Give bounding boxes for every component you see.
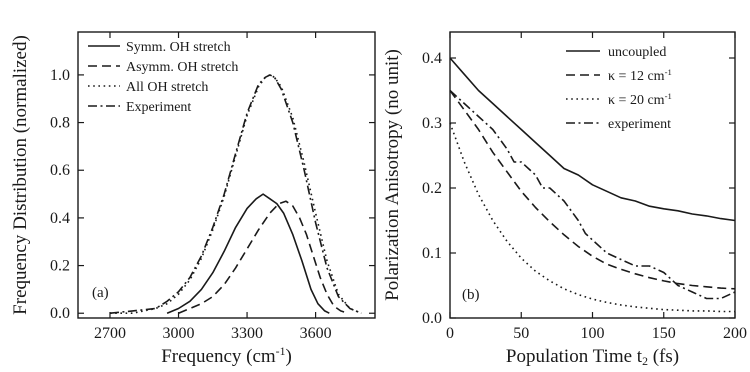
panel-a-x-axis-title-tail: ) [285,346,291,367]
panel-a-legend-label-3-main: Experiment [126,100,191,115]
panel-a-x-tick-label: 3600 [300,325,332,342]
panel-b-legend-label-2: κ = 20 cm-1 [608,91,672,108]
panel-a-legend-label-3: Experiment [126,100,191,115]
panel-b-y-tick-label: 0.0 [422,310,442,327]
panel-b-x-axis-title-tail: (fs) [648,346,679,367]
panel-b-legend-label-0: uncoupled [608,45,666,60]
panel-a-x-tick-label: 3000 [163,325,195,342]
panel-b-legend-label-3-main: experiment [608,117,671,132]
panel-b-x-axis-title-sub: 2 [642,355,648,368]
panel-b-legend-label-2-sup: -1 [665,91,672,101]
panel-b-y-tick-label: 0.3 [422,115,442,132]
panel-a-panel-label: (a) [92,285,109,301]
panel-a-x-axis-title: Frequency (cm-1) [161,345,292,367]
panel-b-legend-label-1-main: κ = 12 cm [608,69,665,84]
panel-a-x-tick-label: 3300 [231,325,263,342]
panel-b-legend-label-3: experiment [608,117,671,132]
panel-a-series-line-2 [110,74,362,315]
panel-b-y-axis-title: Polarization Anisotropy (no unit) [382,49,403,301]
panel-b-legend-label-0-main: uncoupled [608,45,666,60]
panel-b-plot-frame [449,31,736,319]
panel-a-chart: 2700 3000 3300 3600 0.0 0.2 0.4 0.6 0.8 1.0 Symm. … [10,31,376,367]
panel-a-legend-label-1: Asymm. OH stretch [126,60,238,75]
panel-b-y-tick-label: 0.4 [422,50,442,67]
panel-b-series-line-1 [449,90,736,290]
panel-a-legend-label-2: All OH stretch [126,80,208,95]
panel-a-y-tick-label: 0.0 [50,305,70,322]
panel-b-x-axis-title: Population Time t2 (fs) [506,346,679,368]
panel-b-series-line-3 [449,89,736,300]
panel-b-legend-label-1-sup: -1 [665,67,672,77]
panel-a-series-line-0 [166,193,330,314]
panel-b-y-tick-label: 0.2 [422,180,442,197]
panel-b-chart: 0 50 100 150 200 0.0 0.1 0.2 0.3 0.4 uncoupled κ = … [382,31,747,368]
panel-a-legend-label-2-main: All OH stretch [126,80,208,95]
panel-b-series-line-0 [449,57,736,222]
panel-b-legend-label-1: κ = 12 cm-1 [608,67,672,84]
panel-a-y-tick-label: 0.8 [50,115,70,132]
panel-b-panel-label: (b) [462,287,480,303]
panel-b-series-line-2 [449,122,735,313]
panel-b-x-tick-label: 100 [581,325,605,342]
panel-b-x-tick-label: 150 [652,325,676,342]
panel-a-y-axis-title: Frequency Distribution (normalized) [10,35,31,315]
panel-a-y-tick-label: 0.4 [50,210,70,227]
panel-b-x-tick-label: 0 [446,325,454,342]
panel-a-x-axis-title-main: Frequency (cm [161,346,276,367]
panel-b-x-tick-label: 50 [513,325,529,342]
panel-b-y-tick-label: 0.1 [422,245,442,262]
panel-a-legend-label-0-main: Symm. OH stretch [126,40,231,55]
panel-b-x-axis-title-main: Population Time t [506,346,643,367]
panel-a-legend-label-1-main: Asymm. OH stretch [126,60,238,75]
panel-a-y-tick-label: 0.2 [50,258,70,275]
panel-b-x-tick-label: 200 [723,325,747,342]
panel-a-y-tick-label: 0.6 [50,162,70,179]
panel-a-y-tick-label: 1.0 [50,67,70,84]
panel-a-x-tick-label: 2700 [94,325,126,342]
panel-a-plot-frame [77,31,376,319]
panel-b-legend-label-2-main: κ = 20 cm [608,93,665,108]
panel-a-series-line-1 [178,200,348,314]
panel-a-legend-label-0: Symm. OH stretch [126,40,231,55]
panel-a-x-axis-title-sup: -1 [276,345,286,358]
